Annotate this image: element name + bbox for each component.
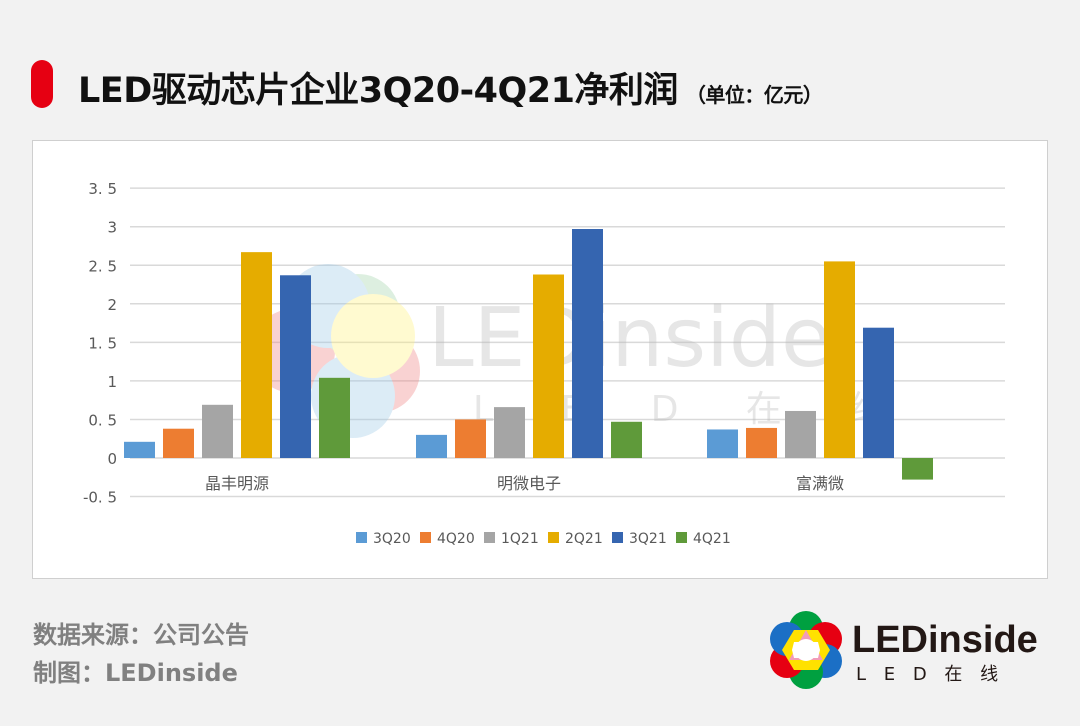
bar-4Q20 — [163, 428, 194, 458]
logo-brand: LEDinside — [852, 619, 1038, 661]
bar-1Q21 — [494, 407, 525, 458]
bar-3Q21 — [572, 229, 603, 458]
x-category-label: 晶丰明源 — [205, 474, 269, 493]
bar-2Q21 — [533, 274, 564, 458]
footer: 数据来源：公司公告 制图：LEDinside — [33, 616, 249, 692]
legend-label: 2Q21 — [565, 531, 603, 547]
legend-swatch — [548, 532, 559, 543]
ledinside-logo: LEDinside L E D 在 线 — [768, 610, 1058, 690]
title-unit: （单位：亿元） — [685, 83, 823, 107]
bar-1Q21 — [202, 404, 233, 458]
bar-2Q21 — [824, 261, 855, 458]
y-tick-label: -0. 5 — [83, 489, 117, 507]
legend-label: 4Q20 — [437, 531, 475, 547]
legend-label: 4Q21 — [693, 531, 731, 547]
flower-logo-icon: LEDinside L E D 在 线 — [770, 611, 1038, 689]
bar-3Q20 — [124, 441, 155, 458]
legend-label: 3Q21 — [629, 531, 667, 547]
title-accent-bar — [31, 60, 53, 108]
y-tick-label: 1 — [107, 373, 117, 391]
page-title: LED驱动芯片企业3Q20-4Q21净利润 （单位：亿元） — [78, 62, 823, 113]
x-category-label: 富满微 — [796, 474, 844, 493]
y-tick-label: 2 — [107, 296, 117, 314]
bar-4Q21 — [611, 421, 642, 458]
chart-container: -0. 5 0 0. 5 1 1. 5 2 2. 5 3 3. 5 LEDinside L E D … — [32, 140, 1048, 579]
bar-2Q21 — [241, 252, 272, 458]
bar-1Q21 — [785, 410, 816, 458]
legend-label: 1Q21 — [501, 531, 539, 547]
y-tick-label: 3 — [107, 219, 117, 237]
y-tick-label: 2. 5 — [88, 257, 117, 275]
y-tick-label: 0 — [107, 450, 117, 468]
legend-swatch — [420, 532, 431, 543]
bar-3Q20 — [707, 429, 738, 458]
y-tick-label: 1. 5 — [88, 334, 117, 352]
bar-4Q21 — [902, 458, 933, 480]
bar-3Q20 — [416, 434, 447, 458]
legend-swatch — [612, 532, 623, 543]
logo-subtitle: L E D 在 线 — [856, 664, 1004, 685]
watermark-text: LEDinside — [428, 291, 831, 386]
y-tick-label: 3. 5 — [88, 180, 117, 198]
bar-3Q21 — [280, 275, 311, 458]
bar-3Q21 — [863, 327, 894, 458]
bar-4Q21 — [319, 377, 350, 458]
chart-maker: 制图：LEDinside — [33, 659, 238, 687]
legend-swatch — [484, 532, 495, 543]
bar-4Q20 — [455, 419, 486, 458]
data-source: 数据来源：公司公告 — [33, 621, 249, 649]
legend-swatch — [676, 532, 687, 543]
x-category-label: 明微电子 — [497, 474, 561, 493]
legend-label: 3Q20 — [373, 531, 411, 547]
bar-4Q20 — [746, 427, 777, 458]
y-tick-label: 0. 5 — [88, 411, 117, 429]
legend-swatch — [356, 532, 367, 543]
title-text: LED驱动芯片企业3Q20-4Q21净利润 — [78, 71, 678, 111]
